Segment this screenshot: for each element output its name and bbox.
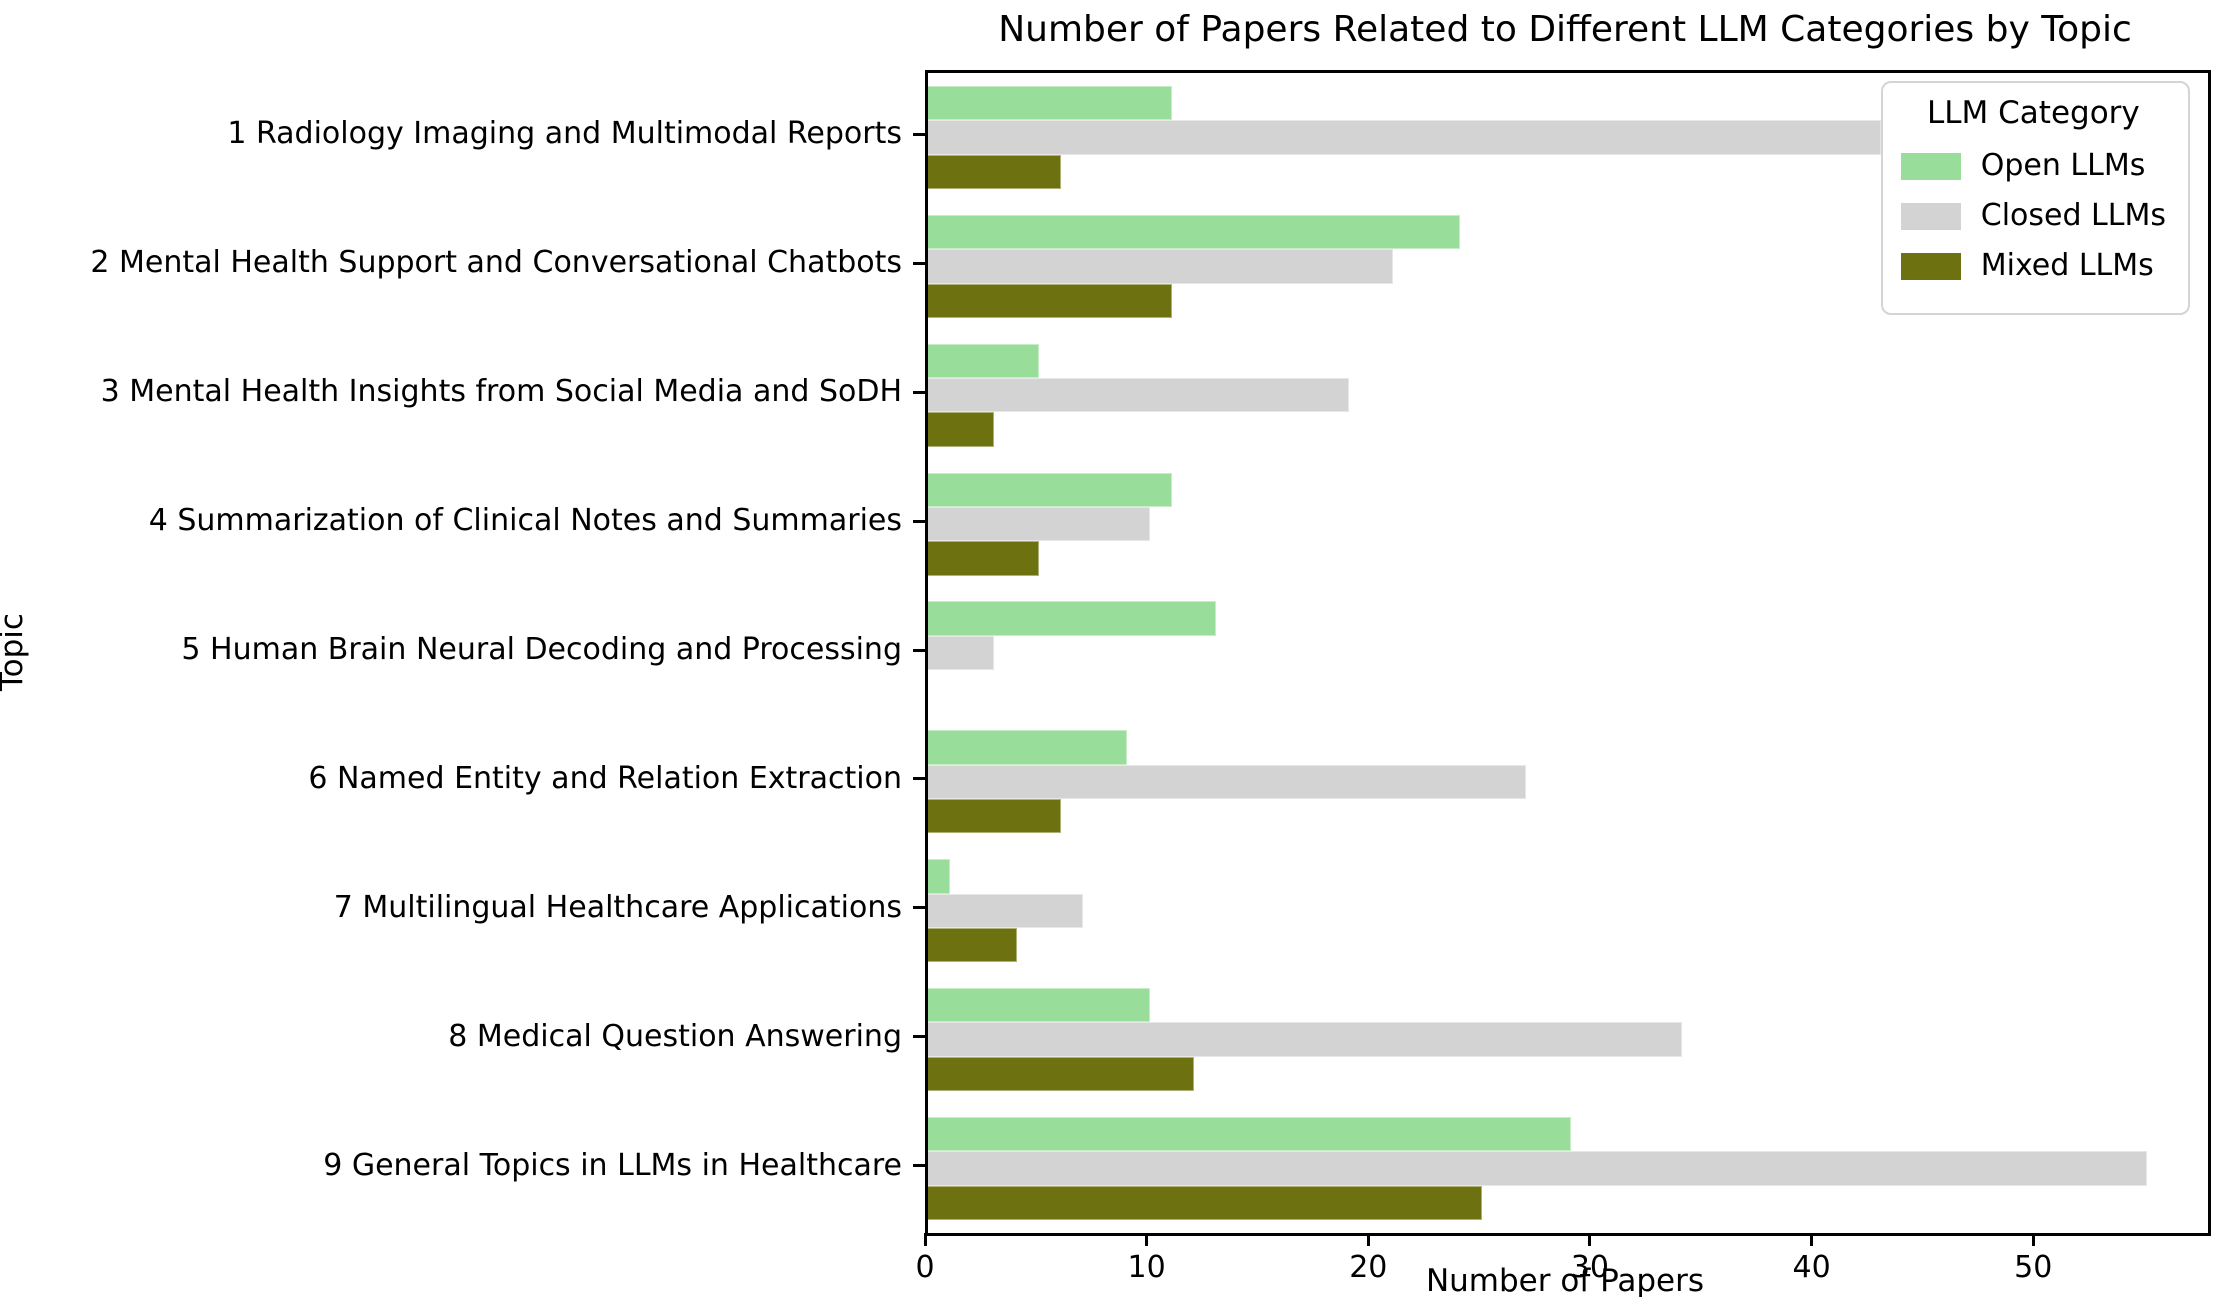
legend-label: Mixed LLMs [1980,248,2154,283]
y-tick-mark [913,132,925,136]
x-tick-mark [2031,1233,2035,1246]
legend-entry-closed-llms: Closed LLMs [1900,198,2166,233]
y-tick-mark [913,648,925,652]
legend-swatch-icon [1900,202,1961,230]
y-tick-mark [913,390,925,394]
x-tick-mark [1588,1233,1592,1246]
bar-mixed-llms-topic-6 [928,799,1061,834]
bar-open-llms-topic-1 [928,85,1172,121]
bar-closed-llms-topic-6 [928,764,1527,800]
y-tick-mark [913,1035,925,1039]
bar-mixed-llms-topic-7 [928,927,1017,963]
bar-closed-llms-topic-7 [928,893,1084,928]
category-label-topic-3: 3 Mental Health Insights from Social Med… [100,374,902,410]
x-tick-label: 50 [2014,1250,2053,1285]
bar-closed-llms-topic-9 [928,1151,2148,1186]
bar-mixed-llms-topic-4 [928,541,1039,576]
bar-mixed-llms-topic-8 [928,1056,1194,1092]
bar-open-llms-topic-7 [928,859,951,894]
bar-closed-llms-topic-1 [928,120,1882,155]
bar-open-llms-topic-5 [928,601,1217,636]
legend-swatch-icon [1900,252,1961,280]
category-label-topic-5: 5 Human Brain Neural Decoding and Proces… [181,632,902,667]
x-tick-label: 10 [1127,1250,1166,1285]
bar-closed-llms-topic-8 [928,1022,1682,1057]
bar-open-llms-topic-2 [928,214,1460,250]
bar-mixed-llms-topic-2 [928,283,1172,318]
bar-open-llms-topic-4 [928,472,1172,507]
x-tick-label: 40 [1792,1250,1831,1285]
bar-open-llms-topic-8 [928,988,1150,1023]
x-tick-label: 30 [1570,1250,1610,1285]
bar-closed-llms-topic-4 [928,506,1150,542]
x-tick-mark [923,1233,927,1246]
bar-mixed-llms-topic-3 [928,412,995,447]
category-label-topic-6: 6 Named Entity and Relation Extraction [308,760,902,796]
legend-swatch-icon [1900,152,1961,180]
x-tick-label: 20 [1349,1250,1388,1285]
bar-mixed-llms-topic-9 [928,1185,1483,1221]
y-tick-mark [913,1164,925,1168]
x-tick-mark [1145,1233,1149,1246]
category-label-topic-9: 9 General Topics in LLMs in Healthcare [323,1147,902,1183]
category-label-topic-8: 8 Medical Question Answering [448,1018,902,1054]
legend-label: Closed LLMs [1980,198,2166,233]
bar-closed-llms-topic-2 [928,249,1394,284]
y-tick-mark [913,906,925,910]
bar-mixed-llms-topic-1 [928,154,1061,189]
x-tick-mark [1810,1233,1814,1246]
category-label-topic-2: 2 Mental Health Support and Conversation… [90,245,902,281]
bar-closed-llms-topic-5 [928,635,995,671]
legend-label: Open LLMs [1980,148,2146,183]
bar-open-llms-topic-6 [928,730,1128,765]
bar-open-llms-topic-9 [928,1117,1571,1152]
bar-open-llms-topic-3 [928,343,1039,379]
legend: LLM Category Open LLMs Closed LLMs Mixed L… [1880,81,2190,315]
plot-area: LLM Category Open LLMs Closed LLMs Mixed L… [925,70,2211,1236]
legend-entry-mixed-llms: Mixed LLMs [1900,248,2166,283]
bar-closed-llms-topic-3 [928,378,1350,413]
y-tick-mark [913,261,925,265]
chart-title: Number of Papers Related to Different LL… [998,9,2132,50]
x-axis-label: Number of Papers [1425,1263,1705,1297]
x-tick-label: 0 [915,1250,935,1285]
x-tick-mark [1366,1233,1370,1246]
category-label-topic-4: 4 Summarization of Clinical Notes and Su… [148,503,902,539]
category-label-topic-1: 1 Radiology Imaging and Multimodal Repor… [227,116,902,152]
legend-title: LLM Category [1927,95,2140,131]
y-tick-mark [913,519,925,523]
y-tick-mark [913,777,925,781]
legend-entry-open-llms: Open LLMs [1900,148,2166,183]
category-label-topic-7: 7 Multilingual Healthcare Applications [333,889,902,925]
